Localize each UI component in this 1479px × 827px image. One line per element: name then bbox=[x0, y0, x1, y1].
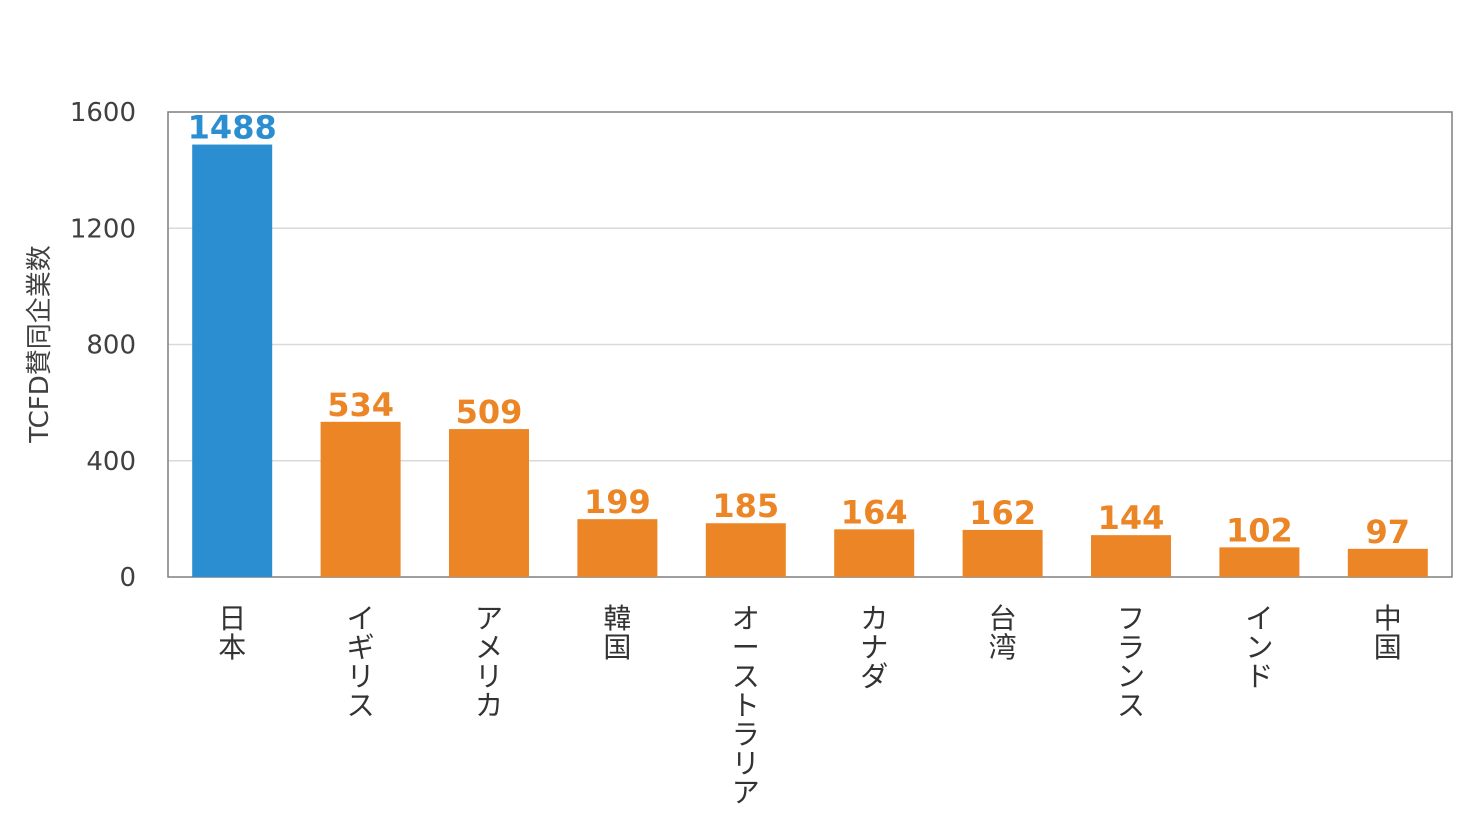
bar bbox=[1091, 535, 1171, 577]
x-axis: 日本 イギリス アメリカ 韓国 オーストラリア カナダ 台湾 フランス インド 中国 bbox=[218, 602, 1402, 809]
bar bbox=[962, 529, 1043, 577]
y-tick-label: 1600 bbox=[70, 98, 136, 128]
data-label: 144 bbox=[1098, 499, 1165, 537]
category-label: アメリカ bbox=[475, 602, 503, 722]
y-tick-label: 400 bbox=[86, 447, 136, 477]
data-label: 1488 bbox=[188, 109, 277, 147]
plot-area-border bbox=[167, 111, 1453, 578]
bar bbox=[320, 421, 401, 577]
data-label: 102 bbox=[1226, 511, 1293, 549]
bar bbox=[1219, 547, 1300, 577]
bar bbox=[1347, 548, 1428, 577]
category-label: 中国 bbox=[1374, 602, 1402, 664]
data-label: 97 bbox=[1366, 513, 1411, 551]
y-tick-label: 1200 bbox=[70, 214, 136, 244]
y-axis-title: TCFD賛同企業数 bbox=[25, 245, 55, 444]
bar bbox=[192, 144, 273, 578]
y-axis: 0 400 800 1200 1600 bbox=[70, 98, 136, 593]
data-label: 164 bbox=[841, 493, 908, 531]
bars bbox=[192, 144, 1428, 578]
category-label: 日本 bbox=[218, 602, 246, 664]
category-label: 台湾 bbox=[989, 602, 1017, 664]
bar bbox=[577, 519, 658, 577]
data-labels: 1488 534 509 199 185 164 162 144 102 97 bbox=[188, 109, 1410, 551]
bar bbox=[449, 429, 529, 577]
data-label: 162 bbox=[969, 494, 1036, 532]
category-label: カナダ bbox=[860, 602, 888, 693]
data-label: 534 bbox=[327, 386, 394, 424]
data-label: 185 bbox=[712, 487, 779, 525]
category-label: インド bbox=[1245, 602, 1273, 693]
data-label: 509 bbox=[456, 393, 523, 431]
y-tick-label: 800 bbox=[86, 331, 136, 361]
y-tick-label: 0 bbox=[119, 563, 136, 593]
bar bbox=[705, 523, 786, 577]
category-label: イギリス bbox=[347, 602, 375, 722]
bar bbox=[834, 529, 915, 577]
category-label: 韓国 bbox=[603, 602, 631, 664]
category-label: オーストラリア bbox=[732, 602, 760, 809]
category-label: フランス bbox=[1117, 602, 1145, 722]
data-label: 199 bbox=[584, 483, 651, 521]
